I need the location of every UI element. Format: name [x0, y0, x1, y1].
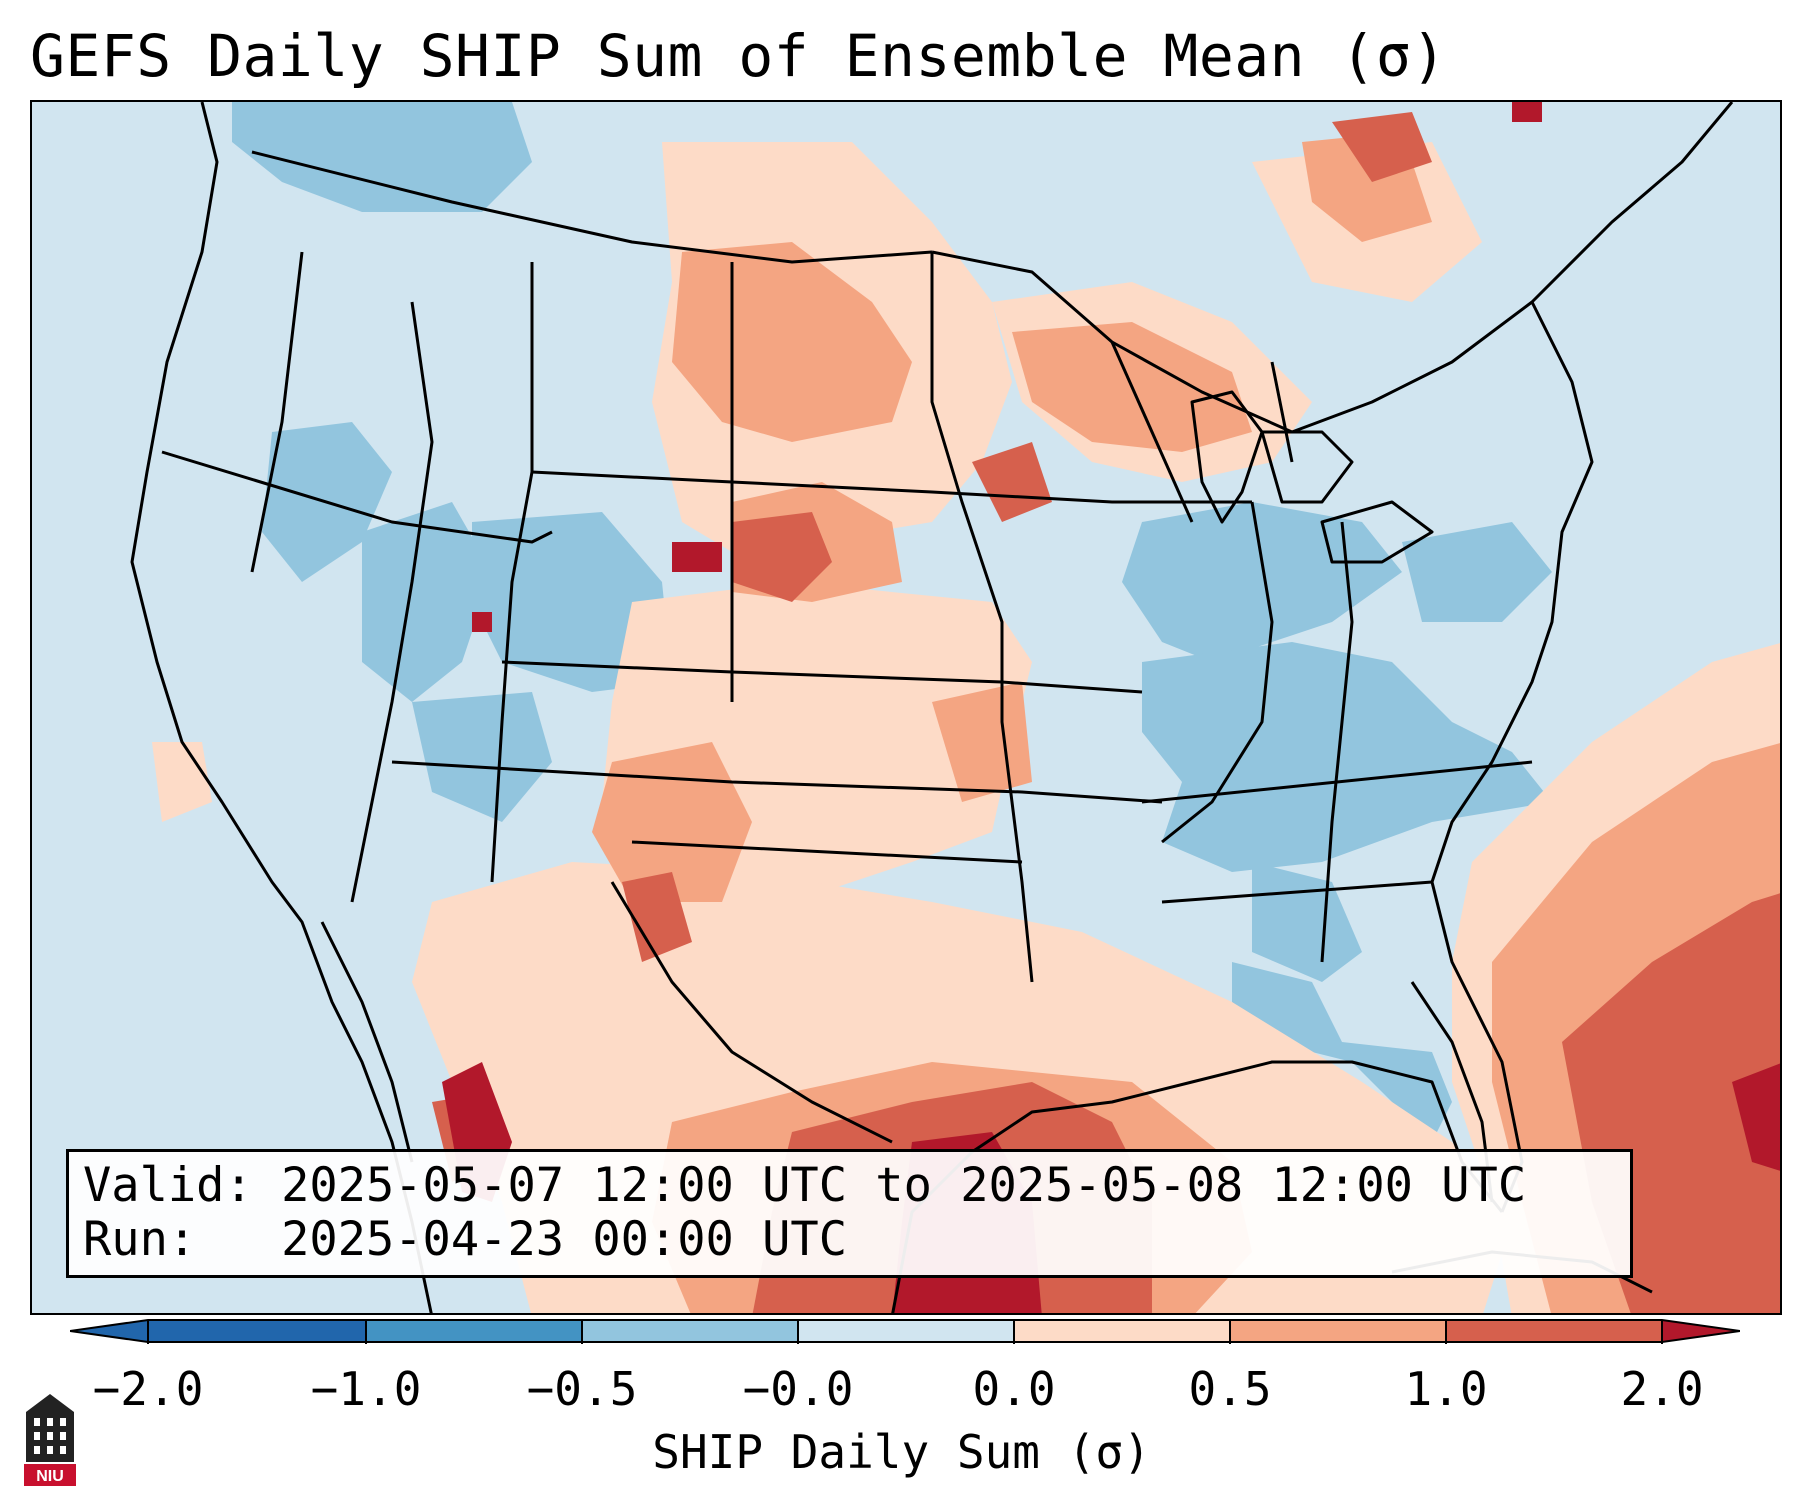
colorbar-segment	[798, 1320, 1014, 1342]
colorbar-segment	[366, 1320, 582, 1342]
page-title: GEFS Daily SHIP Sum of Ensemble Mean (σ)	[30, 22, 1447, 90]
colorbar-segment	[582, 1320, 798, 1342]
colorbar-tick-label: −0.0	[742, 1362, 854, 1416]
logo-text: NIU	[36, 1468, 64, 1485]
colorbar-tick-label: 0.0	[972, 1362, 1056, 1416]
anomaly-map	[32, 102, 1780, 1313]
run-value: 2025-04-23 00:00 UTC	[281, 1212, 848, 1267]
colorbar-extend-low	[70, 1320, 148, 1342]
valid-label: Valid:	[83, 1158, 253, 1213]
colorbar-tick-label: 1.0	[1404, 1362, 1488, 1416]
negative-anomaly-regions	[232, 102, 1552, 1142]
info-box: Valid: 2025-05-07 12:00 UTC to 2025-05-0…	[66, 1149, 1633, 1278]
valid-value: 2025-05-07 12:00 UTC to 2025-05-08 12:00…	[281, 1158, 1527, 1213]
colorbar-tick-label: 0.5	[1188, 1362, 1272, 1416]
boundary-lines	[130, 102, 1734, 1313]
run-label: Run:	[83, 1212, 197, 1267]
colorbar-label: SHIP Daily Sum (σ)	[652, 1425, 1151, 1479]
colorbar-segment	[1446, 1320, 1662, 1342]
colorbar-extend-high	[1662, 1320, 1740, 1342]
colorbar-segment	[148, 1320, 366, 1342]
colorbar-tick-label: −0.5	[526, 1362, 638, 1416]
colorbar-tick-label: −1.0	[310, 1362, 422, 1416]
colorbar-outline	[70, 1319, 1740, 1343]
colorbar	[70, 1319, 1740, 1344]
colorbar-tick-label: −2.0	[92, 1362, 204, 1416]
logo-tower-icon	[26, 1394, 74, 1462]
colorbar-segments	[70, 1320, 1740, 1344]
colorbar-segment	[1014, 1320, 1230, 1342]
colorbar-tick-label: 2.0	[1620, 1362, 1704, 1416]
niu-logo: NIU	[24, 1394, 76, 1486]
map-panel	[30, 100, 1782, 1315]
colorbar-segment	[1230, 1320, 1446, 1342]
